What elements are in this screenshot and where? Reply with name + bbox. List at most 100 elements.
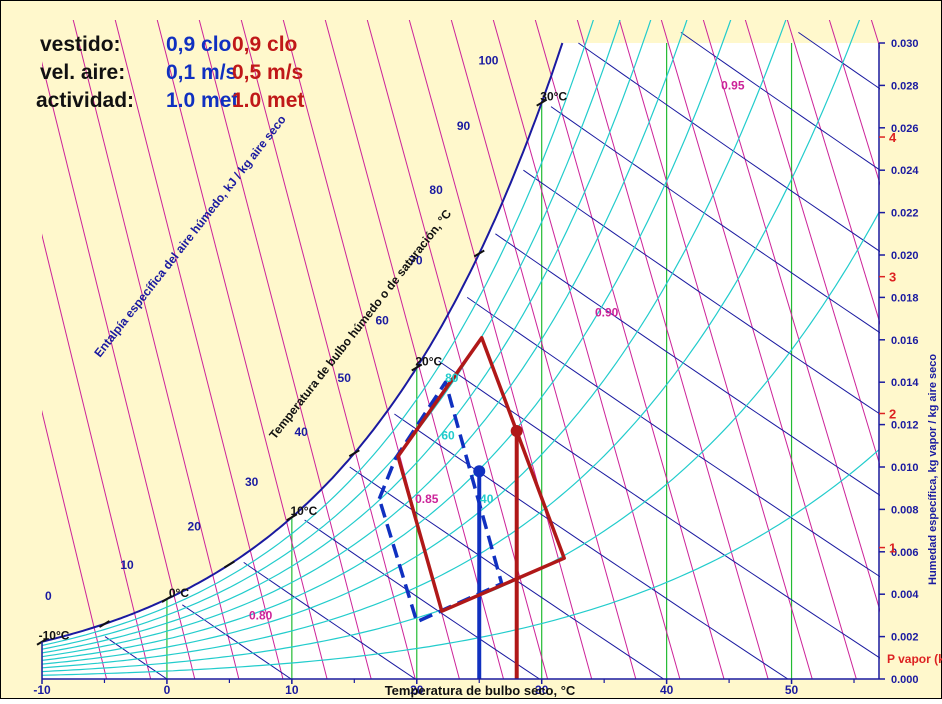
- vapor-pressure-axis-title: P vapor (kPa): [887, 652, 942, 666]
- enthalpy-value-label: 0: [45, 589, 52, 603]
- comfort-point-red: [510, 424, 523, 437]
- specific-volume-line: [786, 20, 880, 325]
- relative-humidity-curve: [42, 20, 688, 658]
- specific-volume-line: [492, 20, 681, 679]
- enthalpy-value-label: 10: [120, 558, 134, 572]
- specific-volume-label: 0.95: [721, 79, 745, 93]
- wet-bulb-mark-label: 20°C: [415, 355, 442, 369]
- y-tick-label: 0.010: [891, 462, 919, 474]
- legend-red-air-speed: 0,5 m/s: [232, 61, 303, 84]
- y-tick-label: 0.030: [891, 38, 919, 50]
- relative-humidity-curve: [42, 20, 861, 669]
- wet-bulb-tick: [348, 449, 360, 458]
- relative-humidity-curve: [42, 20, 732, 661]
- y-tick-label: 0.022: [891, 208, 919, 220]
- specific-volume-line: [660, 20, 857, 679]
- enthalpy-value-label: 30: [245, 475, 259, 489]
- specific-volume-line: [198, 20, 372, 679]
- x-tick-label: 0: [164, 683, 171, 697]
- y-tick-label: 0.008: [891, 504, 919, 516]
- legend-label-activity: actividad:: [36, 89, 134, 112]
- x-axis-title: Temperatura de bulbo seco, °C: [385, 683, 576, 698]
- specific-volume-line: [534, 20, 725, 679]
- vapor-pressure-label: 2: [889, 406, 896, 421]
- wet-bulb-mark-label: 10°C: [290, 504, 317, 518]
- right-axis-title: Humedad específica, kg vapor / kg aire s…: [927, 354, 939, 585]
- y-tick-label: 0.000: [891, 674, 919, 686]
- wet-bulb-mark-label: -10°C: [39, 629, 70, 643]
- legend-blue-clothing: 0,9 clo: [166, 33, 231, 56]
- comfort-legend: vestido: 0,9 clo 0,9 clo vel. aire: 0,1 …: [36, 33, 304, 112]
- specific-volume-line: [42, 233, 152, 679]
- vapor-pressure-label: 4: [889, 130, 897, 145]
- legend-blue-air-speed: 0,1 m/s: [166, 61, 237, 84]
- enthalpy-value-label: 40: [294, 425, 308, 439]
- wet-bulb-tick: [98, 620, 110, 628]
- specific-volume-line: [324, 20, 504, 679]
- x-tick-label: 10: [285, 683, 299, 697]
- relative-humidity-curve: [42, 449, 880, 676]
- wet-bulb-tick: [411, 363, 423, 372]
- specific-volume-label: 0.80: [249, 609, 273, 623]
- enthalpy-line: [182, 604, 292, 679]
- vapor-pressure-label: 1: [889, 541, 896, 556]
- legend-red-clothing: 0,9 clo: [232, 33, 297, 56]
- x-tick-label: 20: [410, 683, 424, 697]
- specific-volume-line: [42, 61, 196, 679]
- y-tick-label: 0.026: [891, 123, 919, 135]
- wet-bulb-tick: [536, 98, 548, 107]
- specific-volume-line: [744, 20, 880, 468]
- specific-volume-line: [828, 20, 880, 186]
- wet-bulb-tick: [223, 560, 235, 569]
- x-tick-label: 40: [660, 683, 674, 697]
- relative-humidity-label: 40: [480, 492, 494, 506]
- specific-volume-label: 0.85: [415, 492, 439, 506]
- enthalpy-line: [578, 42, 880, 253]
- x-tick-label: 50: [785, 683, 799, 697]
- legend-label-air-speed: vel. aire:: [40, 61, 125, 84]
- enthalpy-line: [394, 413, 789, 679]
- wet-bulb-tick: [286, 513, 298, 522]
- legend-blue-activity: 1.0 met: [166, 89, 238, 112]
- y-tick-label: 0.006: [891, 547, 919, 559]
- wet-bulb-mark-label: 30°C: [540, 90, 567, 104]
- legend-label-clothing: vestido:: [40, 33, 121, 56]
- comfort-zone-blue: [377, 380, 504, 624]
- x-tick-label: 30: [535, 683, 549, 697]
- enthalpy-line: [304, 519, 540, 679]
- relative-humidity-curve: [42, 20, 621, 650]
- y-tick-label: 0.028: [891, 80, 919, 92]
- specific-volume-label: 0.90: [595, 305, 619, 319]
- enthalpy-value-label: 20: [188, 520, 202, 534]
- vapor-pressure-label: 3: [889, 270, 896, 285]
- specific-volume-line: [72, 20, 240, 679]
- enthalpy-line: [349, 466, 664, 679]
- enthalpy-value-label: 60: [375, 313, 389, 327]
- relative-humidity-curve: [42, 20, 594, 647]
- y-tick-label: 0.016: [891, 335, 919, 347]
- y-tick-label: 0.018: [891, 292, 919, 304]
- enthalpy-value-label: 70: [409, 253, 423, 267]
- relative-humidity-label: 60: [441, 428, 455, 442]
- y-tick-label: 0.012: [891, 420, 919, 432]
- comfort-point-blue: [473, 465, 486, 478]
- enthalpy-value-label: 80: [429, 183, 443, 197]
- vapor-pressure-label: 5: [889, 0, 896, 3]
- specific-volume-line: [42, 409, 108, 679]
- enthalpy-value-label: 90: [457, 119, 471, 133]
- enthalpy-line: [550, 106, 880, 334]
- enthalpy-line: [495, 233, 880, 497]
- enthalpy-line: [466, 296, 880, 578]
- y-tick-label: 0.004: [891, 589, 919, 601]
- enthalpy-line: [680, 31, 880, 171]
- specific-volume-line: [240, 20, 416, 679]
- y-tick-label: 0.020: [891, 250, 919, 262]
- wet-bulb-tick: [473, 249, 485, 258]
- wet-bulb-mark-label: 0°C: [169, 586, 189, 600]
- y-tick-label: 0.002: [891, 632, 919, 644]
- specific-volume-line: [114, 20, 284, 679]
- relative-humidity-curve: [42, 20, 652, 654]
- comfort-zone-red: [396, 335, 566, 613]
